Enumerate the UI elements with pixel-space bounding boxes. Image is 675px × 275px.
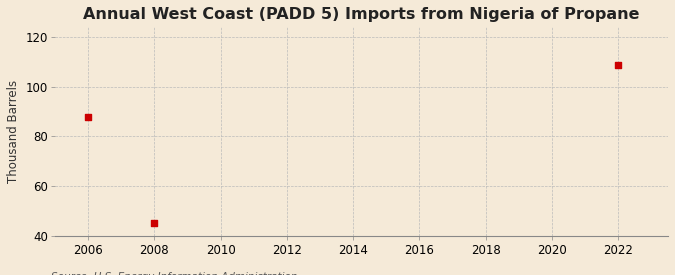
Point xyxy=(149,221,160,226)
Point xyxy=(613,62,624,67)
Y-axis label: Thousand Barrels: Thousand Barrels xyxy=(7,80,20,183)
Point xyxy=(82,114,93,119)
Title: Annual West Coast (PADD 5) Imports from Nigeria of Propane: Annual West Coast (PADD 5) Imports from … xyxy=(83,7,640,22)
Text: Source: U.S. Energy Information Administration: Source: U.S. Energy Information Administ… xyxy=(51,273,297,275)
